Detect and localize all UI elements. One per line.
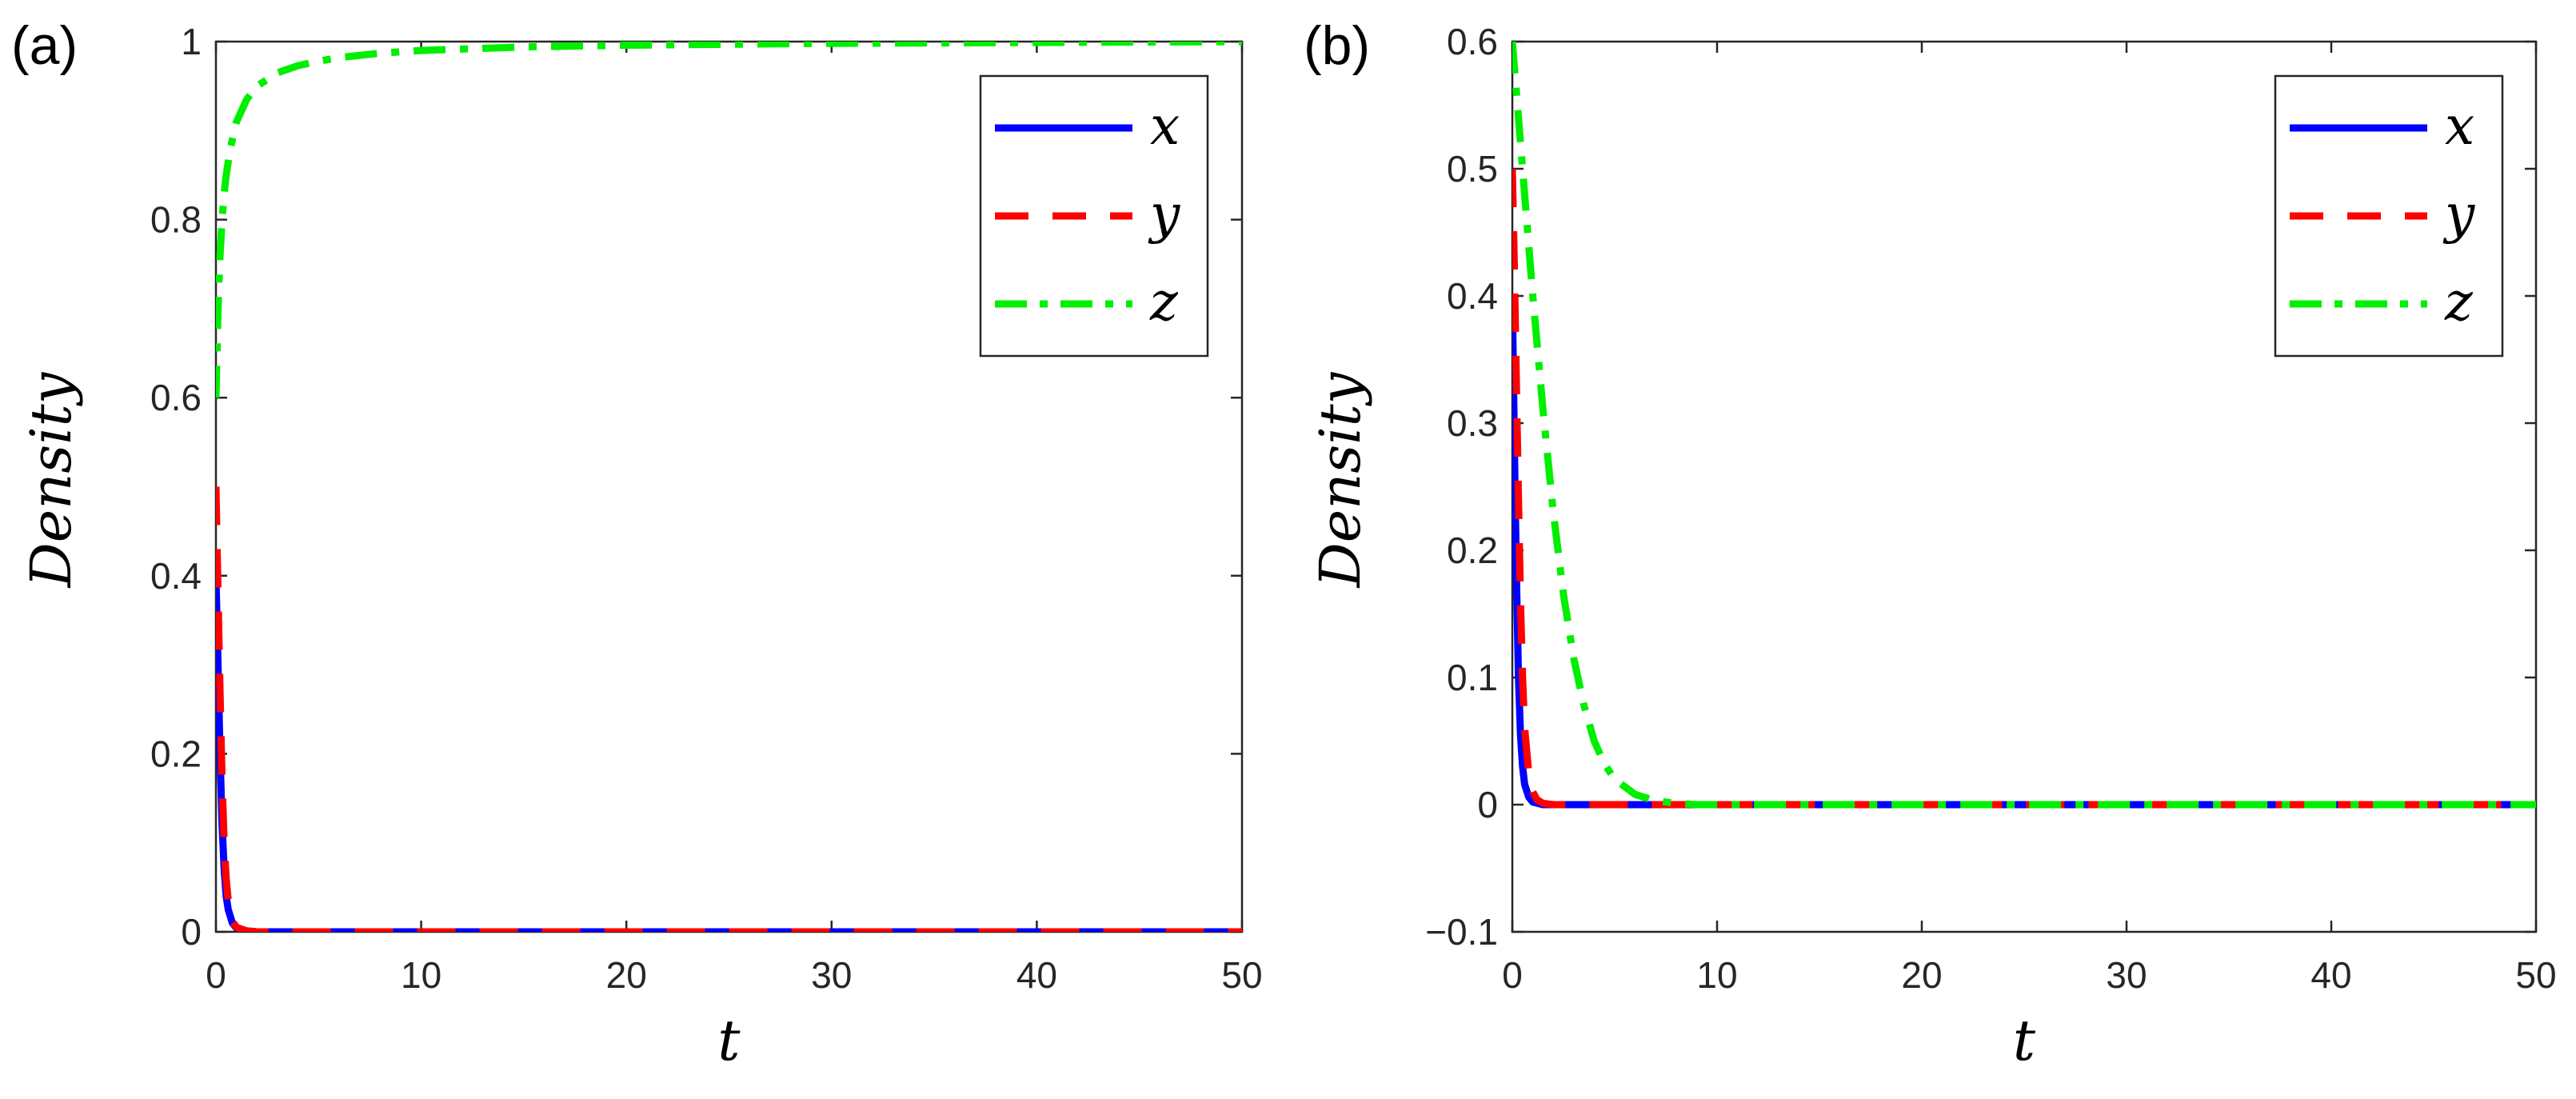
panel-b-y-axis-label: Density — [1308, 371, 1373, 589]
panel-b-x-axis-label: t — [2013, 1008, 2036, 1073]
panel-a-legend-label-y: y — [1148, 183, 1180, 245]
panel-b-y-tick-label: −0.1 — [1425, 911, 1498, 953]
panel-a-y-tick-label: 0.6 — [150, 377, 202, 418]
panel-b-x-tick-label: 20 — [1901, 954, 1942, 996]
panel-b-y-tick-label: 0 — [1477, 784, 1498, 825]
panel-a-legend-label-z: z — [1149, 271, 1179, 333]
panel-a-x-axis-label: t — [717, 1008, 741, 1073]
panel-b-y-tick-label: 0.5 — [1447, 148, 1498, 190]
panel-a-x-tick-label: 40 — [1016, 954, 1057, 996]
panel-a-series-z-line — [216, 42, 1242, 398]
panel-a-x-tick-label: 30 — [811, 954, 852, 996]
panel-b-x-tick-label: 10 — [1696, 954, 1737, 996]
panel-b-legend-label-z: z — [2444, 271, 2474, 333]
panel-a-x-tick-label: 0 — [206, 954, 226, 996]
panel-a-y-tick-label: 1 — [181, 21, 202, 62]
panel-a-x-tick-label: 50 — [1221, 954, 1262, 996]
panel-b-series-y-line — [1512, 168, 2536, 809]
panel-b-x-tick-label: 40 — [2310, 954, 2351, 996]
panel-a-y-tick-label: 0.2 — [150, 733, 202, 774]
panel-b-series-x-line — [1512, 295, 2536, 809]
panel-b-y-tick-label: 0.6 — [1447, 21, 1498, 62]
panel-a-y-tick-label: 0 — [181, 911, 202, 953]
panel-b-x-tick-label: 50 — [2515, 954, 2556, 996]
panel-a-y-axis-label: Density — [18, 371, 84, 589]
panel-b-label: (b) — [1304, 15, 1371, 76]
panel-a-x-tick-label: 20 — [606, 954, 647, 996]
panel-b-legend-label-y: y — [2442, 183, 2475, 245]
panel-a-series-y-line — [216, 486, 1242, 932]
panel-a-legend-label-x: x — [1150, 95, 1180, 157]
panel-b-y-tick-label: 0.3 — [1447, 402, 1498, 444]
panel-b-y-tick-label: 0.2 — [1447, 530, 1498, 571]
panel-b-x-tick-label: 30 — [2106, 954, 2147, 996]
panel-a-y-tick-label: 0.8 — [150, 199, 202, 241]
panel-a-label: (a) — [11, 15, 78, 76]
panel-a-y-tick-label: 0.4 — [150, 555, 202, 597]
panel-b-legend-label-x: x — [2445, 95, 2474, 157]
panel-b-x-tick-label: 0 — [1502, 954, 1523, 996]
panel-b-y-tick-label: 0.4 — [1447, 275, 1498, 317]
panel-b-y-tick-label: 0.1 — [1447, 657, 1498, 698]
panel-b-series-z-line — [1512, 42, 2536, 809]
panel-a-x-tick-label: 10 — [401, 954, 441, 996]
